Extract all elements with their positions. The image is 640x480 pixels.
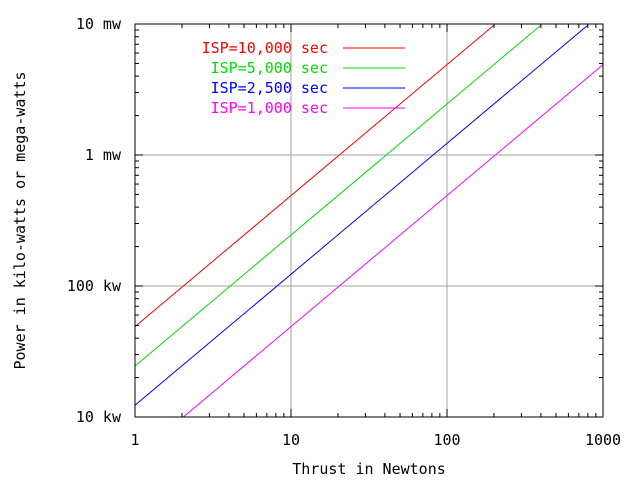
grid-lines	[135, 24, 603, 417]
y-tick-label: 1 mw	[85, 146, 122, 164]
x-axis-title: Thrust in Newtons	[292, 460, 446, 478]
y-axis-title: Power in kilo-watts or mega-watts	[11, 71, 29, 369]
y-tick-label: 10 kw	[76, 408, 122, 426]
series-line-4	[182, 64, 604, 418]
legend-label: ISP=1,000 sec	[211, 99, 328, 117]
series-line-3	[134, 24, 589, 406]
legend-label: ISP=10,000 sec	[202, 39, 328, 57]
series-line-1	[134, 24, 495, 327]
axis-ticks	[134, 23, 604, 418]
x-tick-label: 1	[130, 431, 139, 449]
y-tick-label: 10 mw	[76, 15, 122, 33]
legend-label: ISP=2,500 sec	[211, 79, 328, 97]
plot-area-frame	[134, 23, 604, 418]
series-line-2	[134, 24, 542, 367]
x-tick-label: 1000	[585, 431, 621, 449]
y-tick-label: 100 kw	[67, 277, 122, 295]
x-tick-label: 10	[282, 431, 300, 449]
tick-labels: 1 10 100 1000 10 kw 100 kw 1 mw 10 mw	[67, 15, 621, 449]
legend-label: ISP=5,000 sec	[211, 59, 328, 77]
x-tick-label: 100	[433, 431, 460, 449]
legend: ISP=10,000 sec ISP=5,000 sec ISP=2,500 sec…	[202, 39, 405, 117]
series-lines	[134, 24, 604, 418]
